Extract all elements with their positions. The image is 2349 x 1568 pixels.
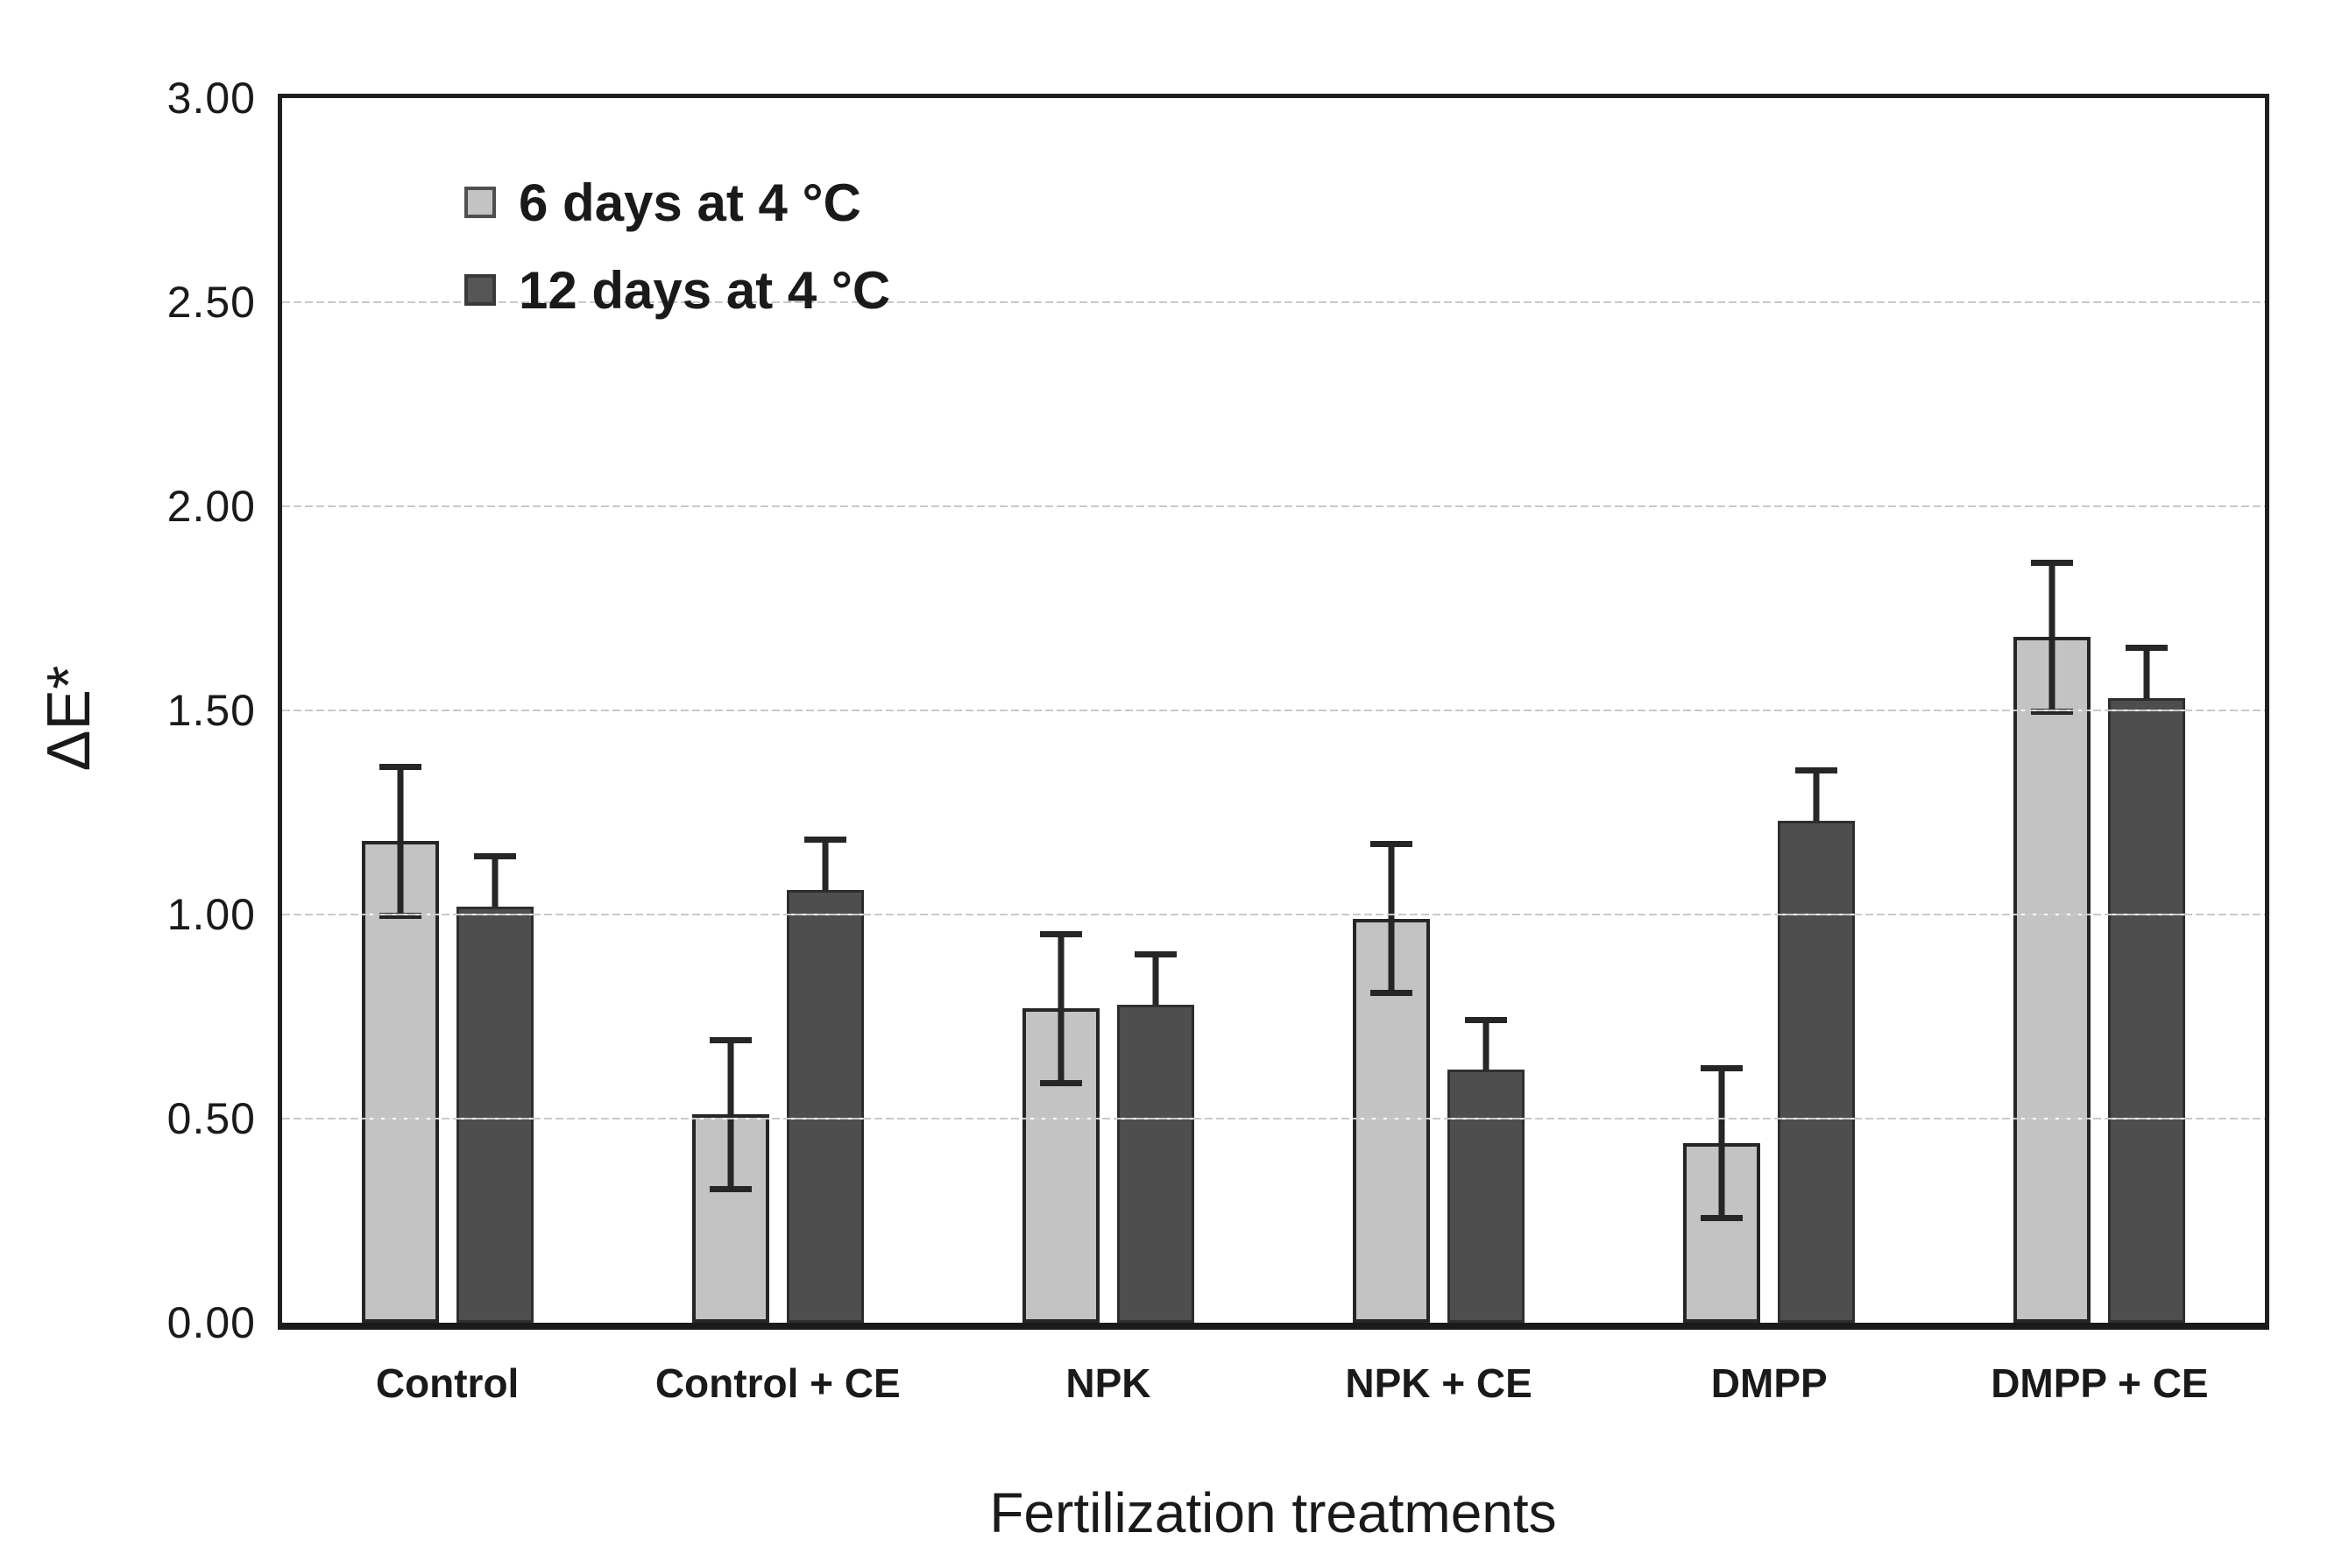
error-bar-12d-dmpp-ce — [2126, 645, 2169, 699]
group-dmpp — [1604, 98, 1935, 1323]
bar-6d-dmpp-ce — [2013, 637, 2091, 1323]
y-tick-label-0.00: 0.00 — [166, 1298, 256, 1347]
bar-12d-control-ce — [786, 890, 864, 1323]
legend-swatch-6-days-icon — [464, 187, 496, 218]
legend-swatch-12-days-icon — [464, 274, 496, 306]
gridline-1.00 — [282, 914, 2265, 915]
error-bar-6d-dmpp-ce — [2031, 559, 2074, 715]
error-bar-6d-npk — [1039, 930, 1082, 1086]
bar-12d-control — [456, 906, 534, 1323]
group-npk — [943, 98, 1273, 1323]
bar-pair-npk — [1022, 98, 1194, 1323]
bar-12d-npk-ce — [1447, 1070, 1525, 1323]
y-tick-label-2.50: 2.50 — [166, 278, 256, 327]
bar-pair-npk-ce — [1353, 98, 1525, 1323]
error-bar-6d-control — [379, 763, 421, 919]
error-bar-12d-dmpp — [1795, 767, 1838, 821]
x-axis-title: Fertilization treatments — [989, 1481, 1557, 1544]
x-tick-label-npk: NPK — [1065, 1360, 1151, 1406]
bar-pair-control-ce — [691, 98, 864, 1323]
legend-label-6-days: 6 days at 4 °C — [519, 173, 861, 232]
y-tick-label-1.00: 1.00 — [166, 890, 256, 939]
x-tick-label-control: Control — [375, 1360, 520, 1406]
group-control — [282, 98, 612, 1323]
error-bar-12d-control-ce — [803, 837, 846, 891]
gridline-2.00 — [282, 505, 2265, 507]
y-tick-label-0.50: 0.50 — [166, 1094, 256, 1143]
x-tick-label-control-ce: Control + CE — [654, 1360, 901, 1406]
bar-12d-dmpp-ce — [2108, 698, 2186, 1323]
y-tick-label-1.50: 1.50 — [166, 686, 256, 735]
y-tick-label-2.00: 2.00 — [166, 482, 256, 531]
gridline-2.50 — [282, 301, 2265, 303]
bar-pair-control — [361, 98, 534, 1323]
legend-label-12-days: 12 days at 4 °C — [519, 260, 891, 320]
bar-pair-dmpp-ce — [2013, 98, 2186, 1323]
bar-12d-npk — [1116, 1004, 1194, 1323]
plot-area: 6 days at 4 °C 12 days at 4 °C — [278, 94, 2269, 1330]
error-bar-6d-npk-ce — [1370, 841, 1413, 997]
legend-item-6-days: 6 days at 4 °C — [464, 173, 890, 232]
gridline-0.50 — [282, 1118, 2265, 1119]
error-bar-6d-dmpp — [1701, 1065, 1744, 1221]
error-bar-6d-control-ce — [709, 1036, 752, 1192]
legend: 6 days at 4 °C 12 days at 4 °C — [464, 173, 890, 350]
x-tick-label-dmpp-ce: DMPP + CE — [1991, 1360, 2209, 1406]
x-tick-label-dmpp: DMPP — [1710, 1360, 1828, 1406]
gridline-1.50 — [282, 710, 2265, 711]
error-bar-12d-npk-ce — [1465, 1016, 1508, 1070]
bar-12d-dmpp — [1778, 820, 1856, 1323]
legend-item-12-days: 12 days at 4 °C — [464, 261, 890, 320]
bar-pair-dmpp — [1683, 98, 1856, 1323]
error-bar-12d-npk — [1134, 950, 1177, 1005]
error-bar-12d-control — [473, 853, 516, 907]
group-control-ce — [612, 98, 943, 1323]
y-tick-label-3.00: 3.00 — [166, 74, 256, 123]
x-tick-label-npk-ce: NPK + CE — [1345, 1360, 1532, 1406]
group-dmpp-ce — [1935, 98, 2265, 1323]
group-npk-ce — [1274, 98, 1604, 1323]
